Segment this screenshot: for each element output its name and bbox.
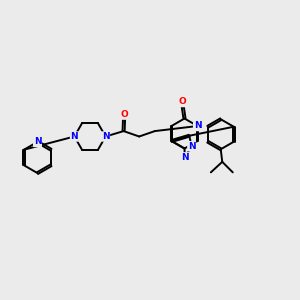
Text: N: N bbox=[102, 132, 110, 141]
Text: N: N bbox=[181, 153, 189, 162]
Text: N: N bbox=[194, 122, 201, 130]
Text: N: N bbox=[188, 142, 196, 151]
Text: O: O bbox=[178, 98, 186, 106]
Text: N: N bbox=[34, 137, 41, 146]
Text: O: O bbox=[120, 110, 128, 119]
Text: N: N bbox=[70, 132, 78, 141]
